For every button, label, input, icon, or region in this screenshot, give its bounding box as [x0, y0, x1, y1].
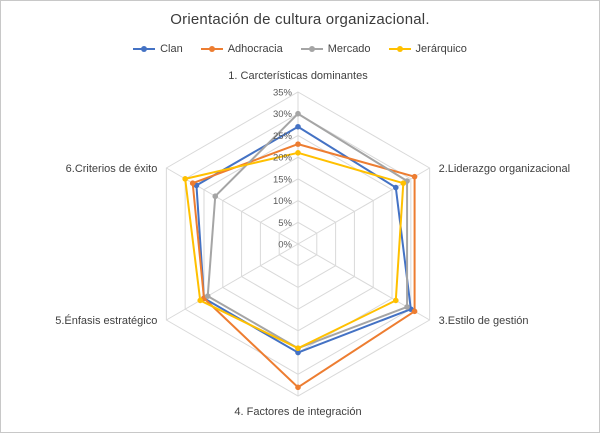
tick-label: 35%: [273, 88, 293, 99]
radar-spoke: [166, 167, 299, 245]
legend-item-jerarquico: Jerárquico: [388, 43, 467, 55]
legend-marker-clan: [133, 45, 156, 54]
legend-label-mercado: Mercado: [327, 43, 371, 55]
axis-label: 2.Liderazgo organizacional: [439, 163, 570, 175]
radar-marker-jerárquico: [295, 345, 301, 352]
radar-marker-adhocracia: [295, 141, 301, 147]
axis-label: 6.Criterios de éxito: [66, 163, 158, 175]
radar-marker-adhocracia: [411, 173, 418, 180]
radar-marker-jerárquico: [182, 176, 188, 182]
radar-marker-jerárquico: [197, 297, 204, 304]
tick-label: 0%: [278, 240, 292, 251]
tick-label: 25%: [273, 131, 293, 142]
radar-marker-mercado: [295, 110, 301, 117]
radar-marker-adhocracia: [411, 308, 418, 315]
radar-spoke: [166, 243, 299, 321]
tick-label: 30%: [273, 109, 293, 120]
axis-label: 5.Énfasis estratégico: [55, 314, 157, 327]
legend-label-jerarquico: Jerárquico: [415, 43, 467, 55]
radar-marker-mercado: [404, 304, 410, 310]
radar-spoke: [297, 167, 430, 245]
tick-label: 10%: [273, 196, 293, 207]
radar-marker-adhocracia: [295, 384, 301, 391]
legend-item-clan: Clan: [133, 43, 183, 55]
tick-label: 20%: [273, 153, 293, 164]
axis-label: 4. Factores de integración: [234, 406, 361, 418]
axis-label: 3.Estilo de gestión: [439, 315, 529, 327]
chart-title: Orientación de cultura organizacional.: [170, 11, 430, 28]
radar-marker-jerárquico: [295, 150, 301, 156]
legend-item-mercado: Mercado: [300, 43, 371, 55]
radar-marker-jerárquico: [392, 297, 399, 304]
tick-label: 15%: [273, 174, 293, 185]
radar-marker-clan: [295, 123, 301, 130]
tick-label: 5%: [278, 218, 292, 229]
radar-marker-clan: [295, 349, 301, 356]
radar-marker-mercado: [212, 193, 219, 200]
legend-item-adhocracia: Adhocracia: [200, 43, 283, 55]
legend-marker-jerarquico: [388, 45, 411, 54]
legend-marker-adhocracia: [200, 45, 223, 54]
radar-marker-adhocracia: [189, 180, 196, 186]
radar-marker-jerárquico: [400, 180, 407, 186]
axis-label: 1. Carcterísticas dominantes: [228, 70, 368, 82]
legend-label-clan: Clan: [160, 43, 183, 55]
radar-marker-mercado: [204, 293, 211, 299]
chart-legend: Clan Adhocracia Mercado Jerárquico: [1, 43, 599, 55]
legend-label-adhocracia: Adhocracia: [227, 43, 283, 55]
radar-marker-clan: [392, 184, 399, 191]
legend-marker-mercado: [300, 45, 323, 54]
